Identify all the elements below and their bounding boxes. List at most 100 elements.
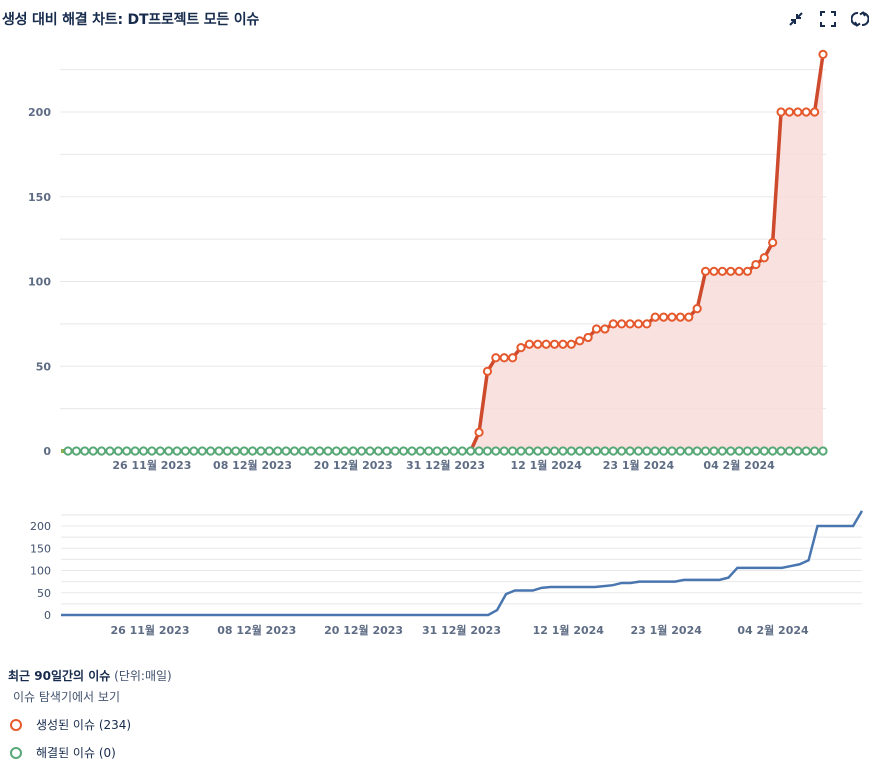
resolved-point[interactable]	[608, 446, 618, 456]
created-point[interactable]	[684, 312, 694, 322]
created-point[interactable]	[776, 107, 786, 117]
created-point[interactable]	[575, 336, 585, 346]
created-point[interactable]	[768, 237, 778, 248]
created-point[interactable]	[541, 339, 551, 349]
resolved-point[interactable]	[172, 446, 182, 456]
resolved-point[interactable]	[659, 446, 669, 456]
created-point[interactable]	[524, 339, 534, 349]
resolved-point[interactable]	[256, 446, 266, 456]
resolved-point[interactable]	[709, 446, 719, 456]
resolved-point[interactable]	[617, 446, 627, 456]
created-point[interactable]	[742, 266, 753, 276]
resolved-point[interactable]	[365, 446, 375, 456]
minimize-button[interactable]	[786, 9, 806, 29]
resolved-point[interactable]	[390, 446, 400, 456]
created-point[interactable]	[650, 312, 660, 322]
resolved-point[interactable]	[189, 446, 199, 456]
created-point[interactable]	[508, 353, 518, 363]
resolved-point[interactable]	[457, 446, 467, 456]
created-point[interactable]	[642, 319, 652, 329]
created-point[interactable]	[709, 266, 719, 276]
created-point[interactable]	[810, 107, 820, 117]
resolved-point[interactable]	[717, 446, 727, 456]
resolved-point[interactable]	[549, 446, 560, 456]
resolved-point[interactable]	[164, 446, 174, 456]
resolved-point[interactable]	[810, 446, 820, 456]
resolved-point[interactable]	[776, 446, 786, 456]
created-point[interactable]	[566, 339, 576, 349]
resolved-point[interactable]	[432, 446, 442, 456]
resolved-point[interactable]	[214, 446, 224, 456]
resolved-point[interactable]	[222, 446, 232, 456]
resolved-point[interactable]	[197, 446, 207, 456]
resolved-point[interactable]	[726, 446, 736, 456]
resolved-point[interactable]	[130, 446, 140, 456]
resolved-point[interactable]	[625, 446, 635, 456]
resolved-point[interactable]	[583, 446, 593, 456]
created-point[interactable]	[692, 304, 702, 314]
resolved-point[interactable]	[667, 446, 677, 456]
resolved-point[interactable]	[315, 446, 325, 456]
resolved-point[interactable]	[734, 446, 744, 456]
resolved-point[interactable]	[298, 446, 308, 456]
resolved-point[interactable]	[793, 446, 803, 456]
created-point[interactable]	[608, 319, 618, 329]
resolved-point[interactable]	[105, 446, 115, 456]
resolved-point[interactable]	[373, 446, 383, 456]
created-point[interactable]	[558, 339, 568, 349]
resolved-point[interactable]	[759, 446, 769, 456]
created-point[interactable]	[667, 312, 677, 322]
created-point[interactable]	[675, 312, 685, 322]
resolved-point[interactable]	[516, 446, 526, 456]
resolved-point[interactable]	[113, 446, 123, 456]
created-point[interactable]	[818, 49, 828, 59]
created-point[interactable]	[516, 343, 526, 353]
created-point[interactable]	[700, 266, 711, 276]
created-point[interactable]	[726, 266, 736, 276]
resolved-point[interactable]	[818, 446, 828, 456]
resolved-point[interactable]	[466, 446, 476, 456]
resolved-point[interactable]	[591, 446, 602, 456]
legend-item-resolved[interactable]: 해결된 이슈 (0)	[8, 744, 172, 761]
resolved-point[interactable]	[407, 446, 417, 456]
resolved-point[interactable]	[650, 446, 660, 456]
created-point[interactable]	[474, 427, 484, 437]
resolved-point[interactable]	[88, 446, 98, 456]
resolved-point[interactable]	[239, 446, 249, 456]
resolved-point[interactable]	[675, 446, 685, 456]
created-point[interactable]	[784, 107, 795, 117]
resolved-point[interactable]	[633, 446, 644, 456]
resolved-point[interactable]	[122, 446, 132, 456]
resolved-point[interactable]	[700, 446, 711, 456]
resolved-point[interactable]	[155, 446, 165, 456]
created-point[interactable]	[491, 353, 501, 363]
created-point[interactable]	[793, 107, 803, 117]
legend-item-created[interactable]: 생성된 이슈 (234)	[8, 716, 172, 733]
created-point[interactable]	[600, 324, 610, 334]
resolved-point[interactable]	[524, 446, 534, 456]
fullscreen-button[interactable]	[818, 9, 838, 29]
resolved-point[interactable]	[357, 446, 367, 456]
resolved-point[interactable]	[348, 446, 358, 456]
created-point[interactable]	[659, 312, 669, 322]
resolved-point[interactable]	[784, 446, 795, 456]
resolved-point[interactable]	[751, 446, 761, 456]
resolved-point[interactable]	[63, 446, 73, 456]
created-point[interactable]	[583, 332, 593, 343]
view-in-issue-navigator-link[interactable]: 이슈 탐색기에서 보기	[13, 690, 120, 704]
created-point[interactable]	[717, 266, 727, 276]
resolved-point[interactable]	[96, 446, 107, 456]
resolved-point[interactable]	[147, 446, 157, 456]
resolved-point[interactable]	[273, 446, 283, 456]
resolved-point[interactable]	[566, 446, 576, 456]
resolved-point[interactable]	[440, 446, 451, 456]
main-chart[interactable]: 0 50 100 150 200 26 11월 2023 08 12월 2023 20 12월…	[0, 0, 888, 650]
resolved-point[interactable]	[541, 446, 551, 456]
refresh-button[interactable]	[850, 9, 870, 29]
resolved-point[interactable]	[247, 446, 258, 456]
resolved-point[interactable]	[382, 446, 392, 456]
resolved-point[interactable]	[71, 446, 81, 456]
resolved-point[interactable]	[138, 446, 149, 456]
resolved-point[interactable]	[306, 446, 316, 456]
resolved-point[interactable]	[600, 446, 610, 456]
